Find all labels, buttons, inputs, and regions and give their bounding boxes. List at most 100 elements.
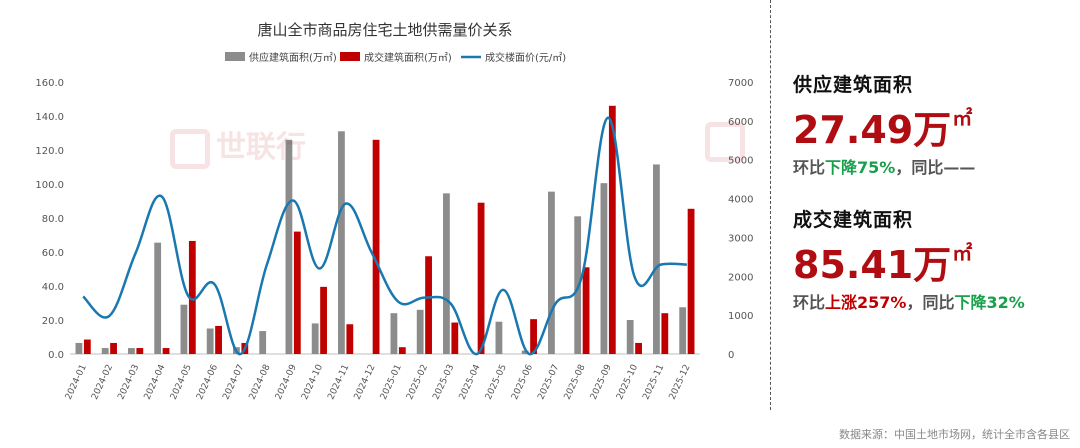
bar — [653, 164, 660, 354]
kpi-deal: 成交建筑面积 85.41万㎡ 环比上涨257%，同比下降32% — [793, 205, 1025, 313]
bar — [548, 191, 555, 354]
x-tick-label: 2025-08 — [563, 363, 588, 402]
x-tick-label: 2024-08 — [248, 363, 273, 402]
x-tick-label: 2024-10 — [300, 363, 325, 402]
bar — [338, 131, 345, 354]
x-tick-label: 2024-03 — [116, 363, 141, 401]
kpi-title: 供应建筑面积 — [793, 74, 914, 96]
legend-swatch — [225, 52, 245, 61]
bar — [687, 208, 695, 354]
legend-label: 成交建筑面积(万㎡) — [364, 51, 452, 64]
legend-label: 成交楼面价(元/㎡) — [485, 51, 566, 64]
bar — [679, 307, 687, 354]
left-tick-label: 60.0 — [42, 248, 64, 259]
kpi-change: 环比下降75%，同比—— — [793, 158, 976, 177]
kpi-value: 27.49万㎡ — [793, 106, 973, 152]
bar — [635, 342, 642, 354]
legend-label: 供应建筑面积(万㎡) — [249, 51, 337, 64]
x-tick-label: 2025-01 — [379, 363, 404, 401]
bar — [215, 325, 222, 354]
price-line — [82, 116, 687, 356]
x-tick-label: 2024-04 — [143, 363, 168, 402]
x-tick-label: 2024-06 — [195, 363, 220, 402]
bar — [390, 313, 398, 354]
source-note: 数据来源：中国土地市场网，统计全市含各县区 — [839, 428, 1070, 441]
bar — [128, 348, 135, 354]
x-tick-label: 2025-04 — [458, 363, 483, 402]
bar — [75, 342, 83, 354]
legend-swatch — [340, 52, 360, 61]
kpi-change: 环比上涨257%，同比下降32% — [793, 293, 1025, 312]
x-tick-label: 2024-01 — [64, 363, 89, 401]
x-tick-label: 2025-06 — [510, 363, 535, 402]
x-tick-label: 2024-05 — [169, 363, 194, 401]
left-tick-label: 140.0 — [35, 112, 64, 123]
bar — [416, 309, 424, 354]
divider — [770, 0, 771, 410]
bar — [101, 348, 109, 354]
x-tick-label: 2024-07 — [221, 363, 246, 401]
x-tick-label: 2025-10 — [615, 363, 640, 402]
bar — [136, 348, 144, 354]
right-tick-label: 7000 — [728, 78, 753, 89]
bar — [162, 348, 170, 354]
bar — [398, 347, 406, 354]
x-tick-label: 2025-11 — [641, 363, 666, 401]
right-tick-label: 4000 — [728, 195, 753, 206]
x-tick-label: 2025-03 — [431, 363, 456, 401]
bar — [477, 202, 485, 354]
bar — [285, 139, 293, 354]
kpi-value: 85.41万㎡ — [793, 241, 973, 287]
bar — [600, 183, 608, 354]
bar — [259, 331, 267, 354]
x-tick-label: 2024-11 — [326, 363, 351, 401]
watermark-seal-icon — [705, 122, 745, 162]
kpi-title: 成交建筑面积 — [793, 209, 914, 231]
watermark — [705, 122, 751, 162]
bar — [188, 240, 196, 354]
bar — [608, 105, 616, 354]
left-tick-label: 120.0 — [35, 146, 64, 157]
kpi-supply: 供应建筑面积 27.49万㎡ 环比下降75%，同比—— — [793, 70, 975, 178]
bar — [320, 286, 327, 354]
bar — [293, 231, 301, 354]
bar — [346, 324, 354, 354]
bar — [661, 313, 669, 354]
bar — [425, 256, 432, 354]
watermark-seal-icon — [170, 128, 210, 169]
left-tick-label: 80.0 — [42, 214, 64, 225]
right-tick-label: 3000 — [728, 233, 753, 244]
x-tick-label: 2025-09 — [589, 363, 614, 402]
x-tick-label: 2025-07 — [536, 363, 561, 401]
left-tick-label: 20.0 — [42, 316, 64, 327]
bar — [372, 139, 380, 354]
bar — [311, 323, 319, 354]
chart-title: 唐山全市商品房住宅土地供需量价关系 — [257, 21, 512, 39]
bar — [495, 321, 503, 354]
bar — [206, 328, 214, 354]
x-tick-label: 2024-12 — [353, 363, 378, 401]
x-tick-label: 2025-05 — [484, 363, 509, 401]
right-tick-label: 2000 — [728, 272, 753, 283]
bar — [443, 193, 450, 354]
bar — [110, 342, 117, 354]
x-tick-label: 2025-02 — [405, 363, 430, 401]
left-tick-label: 0.0 — [48, 350, 64, 361]
bar — [582, 267, 590, 354]
right-tick-label: 1000 — [728, 311, 753, 322]
x-tick-label: 2025-12 — [668, 363, 693, 401]
bar — [154, 242, 162, 354]
x-tick-label: 2024-09 — [274, 363, 299, 402]
left-tick-label: 40.0 — [42, 282, 64, 293]
left-tick-label: 100.0 — [35, 180, 64, 191]
bar — [521, 350, 529, 354]
bar — [451, 322, 459, 354]
x-tick-label: 2024-02 — [90, 363, 115, 401]
bar — [530, 319, 537, 354]
watermark: 世联行 — [170, 122, 306, 169]
bar — [180, 304, 188, 354]
bar — [83, 339, 91, 354]
right-tick-label: 0 — [728, 350, 734, 361]
bar — [626, 320, 634, 354]
